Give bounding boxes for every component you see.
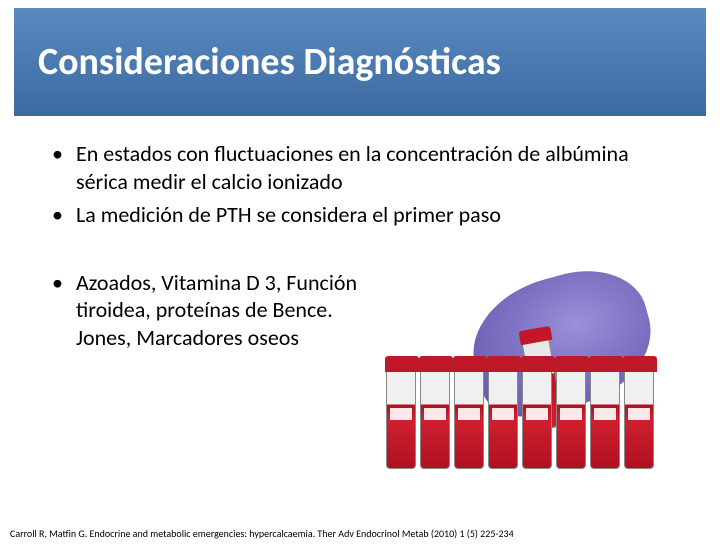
bullet-list-top: En estados con fluctuaciones en la conce… — [48, 140, 672, 229]
blood-tube-icon — [488, 369, 518, 469]
blood-tube-icon — [556, 369, 586, 469]
blood-tube-icon — [454, 369, 484, 469]
blood-tube-icon — [624, 369, 654, 469]
lab-tubes-image — [368, 269, 672, 469]
spacer — [48, 235, 672, 269]
bullet-list-lower: Azoados, Vitamina D 3, Función tiroidea,… — [48, 269, 358, 358]
blood-tube-icon — [386, 369, 416, 469]
tube-row — [368, 359, 672, 469]
bullet-item: En estados con fluctuaciones en la conce… — [48, 140, 672, 195]
blood-tube-icon — [590, 369, 620, 469]
lower-row: Azoados, Vitamina D 3, Función tiroidea,… — [48, 269, 672, 469]
bullet-item: La medición de PTH se considera el prime… — [48, 201, 672, 229]
bullet-item: Azoados, Vitamina D 3, Función tiroidea,… — [48, 269, 358, 352]
blood-tube-icon — [420, 369, 450, 469]
title-band: Consideraciones Diagnósticas — [14, 8, 706, 116]
content-area: En estados con fluctuaciones en la conce… — [0, 116, 720, 469]
slide-title: Consideraciones Diagnósticas — [38, 39, 501, 85]
citation-footer: Carroll R, Matfin G. Endocrine and metab… — [10, 527, 710, 540]
blood-tube-icon — [522, 369, 552, 469]
